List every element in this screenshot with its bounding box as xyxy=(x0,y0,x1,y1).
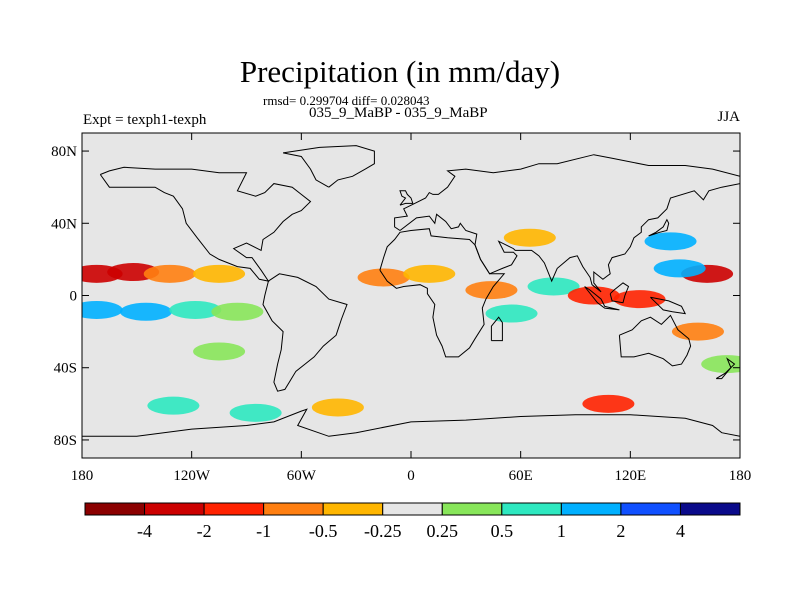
colorbar-label: -0.25 xyxy=(364,521,402,541)
anomaly-region-13 xyxy=(567,286,620,305)
x-tick-label: 180 xyxy=(729,468,752,484)
colorbar-label: -1 xyxy=(256,521,271,541)
colorbar-swatch xyxy=(203,502,265,516)
x-tick-label: 120E xyxy=(614,468,646,484)
colorbar-swatch xyxy=(501,502,562,516)
coastline-australia xyxy=(618,314,692,367)
coastline-asia xyxy=(394,154,740,293)
y-tick-label: 80N xyxy=(51,144,77,160)
anomaly-region-18 xyxy=(653,259,706,278)
anomaly-region-23 xyxy=(311,398,364,417)
anomaly-region-9 xyxy=(403,264,456,283)
anomaly-region-5 xyxy=(119,302,172,321)
anomaly-region-3 xyxy=(193,264,246,283)
colorbar-swatch xyxy=(144,502,205,516)
colorbar-label: 1 xyxy=(557,521,566,541)
anomaly-region-16 xyxy=(644,232,697,251)
colorbar-label: 2 xyxy=(616,521,625,541)
coastline-british-isles xyxy=(399,190,414,206)
colorbar-swatch xyxy=(263,502,324,516)
colorbar-swatch xyxy=(84,502,146,516)
coastline-south-america xyxy=(262,273,348,392)
anomaly-region-2 xyxy=(143,264,196,283)
coastline-japan xyxy=(648,218,670,237)
coastline-madagascar xyxy=(490,316,503,342)
colorbar-label: 4 xyxy=(676,521,685,541)
colorbar-swatch xyxy=(382,502,443,516)
anomaly-region-24 xyxy=(193,342,246,361)
anomaly-region-22 xyxy=(229,403,282,422)
anomaly-region-20 xyxy=(582,394,635,413)
experiment-label: Expt = texph1-texph xyxy=(83,112,207,128)
y-tick-label: 80S xyxy=(54,433,77,449)
colorbar-label: 0.5 xyxy=(491,521,514,541)
colorbar-swatch xyxy=(620,502,681,516)
anomaly-region-21 xyxy=(147,396,200,415)
y-tick-label: 40S xyxy=(54,361,77,377)
anomaly-region-14 xyxy=(613,290,666,309)
coastline-sumatra-java xyxy=(584,286,620,311)
anomaly-region-25 xyxy=(701,355,740,374)
chart-title: Precipitation (in mm/day) xyxy=(239,54,561,89)
anomaly-region-11 xyxy=(485,304,538,323)
anomaly-region-4 xyxy=(82,300,123,319)
x-tick-label: 0 xyxy=(407,468,415,484)
coastline-new-zealand xyxy=(715,357,736,380)
anomaly-region-6 xyxy=(169,300,222,319)
colorbar-swatch xyxy=(322,502,384,516)
coastline-africa-eurasia xyxy=(379,228,506,358)
coastline-greenland xyxy=(283,145,375,188)
colorbar-swatch xyxy=(679,502,741,516)
season-label: JJA xyxy=(717,109,740,125)
colorbar-swatch xyxy=(560,502,622,516)
anomaly-region-7 xyxy=(211,302,264,321)
x-tick-label: 180 xyxy=(71,468,94,484)
chart-subtitle: 035_9_MaBP - 035_9_MaBP xyxy=(309,105,488,121)
colorbar-label: -4 xyxy=(137,521,152,541)
x-tick-label: 60W xyxy=(287,468,317,484)
anomaly-region-12 xyxy=(527,277,580,296)
colorbar-label: 0.25 xyxy=(427,521,459,541)
colorbar-label: -2 xyxy=(197,521,212,541)
anomaly-region-19 xyxy=(503,228,556,247)
x-tick-label: 60E xyxy=(509,468,533,484)
x-tick-label: 120W xyxy=(173,468,211,484)
coastline-new-guinea xyxy=(650,296,687,315)
y-tick-label: 0 xyxy=(70,289,78,305)
colorbar-swatch xyxy=(441,502,503,516)
colorbar-label: -0.5 xyxy=(309,521,338,541)
coastline-antarctica xyxy=(82,408,740,437)
stats-text: rmsd= 0.299704 diff= 0.028043 xyxy=(263,93,430,108)
anomaly-region-8 xyxy=(357,268,410,287)
coastline-north-america xyxy=(99,166,312,282)
coastline-borneo xyxy=(609,282,630,304)
y-tick-label: 40N xyxy=(51,216,77,232)
